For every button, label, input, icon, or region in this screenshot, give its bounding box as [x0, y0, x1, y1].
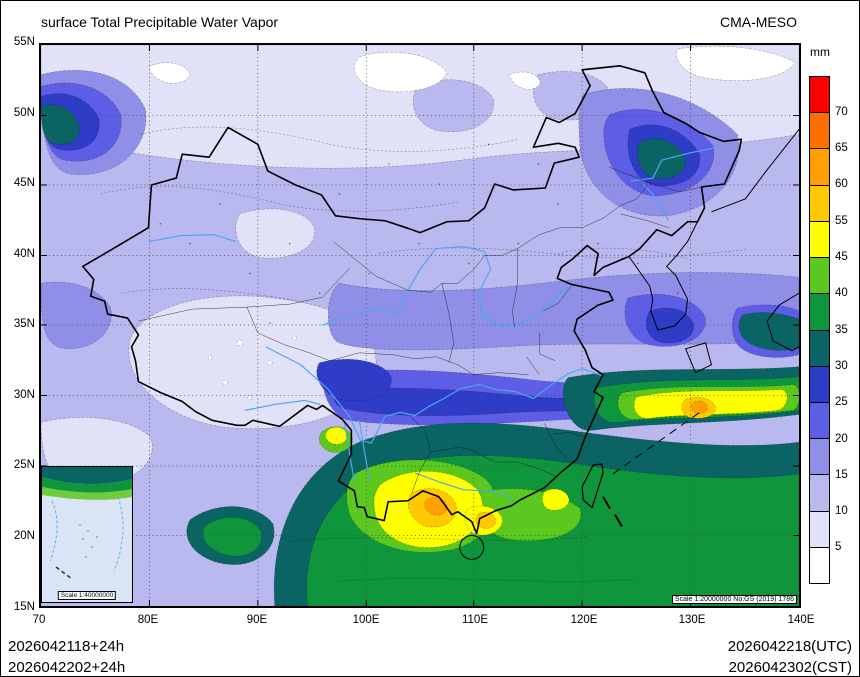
x-axis-label: 140E [787, 614, 815, 626]
colorbar-tick-label: 10 [835, 505, 848, 517]
colorbar-block [810, 438, 829, 475]
colorbar-block [810, 184, 829, 221]
colorbar-block [810, 148, 829, 185]
y-axis-label: 25N [13, 459, 35, 471]
colorbar-block [810, 365, 829, 402]
y-axis-label: 15N [13, 601, 35, 613]
colorbar-tick-label: 45 [835, 251, 848, 263]
valid-time-cst: 2026042302(CST) [728, 659, 852, 676]
x-axis-label: 120E [570, 614, 598, 626]
province-boundaries [138, 166, 702, 493]
map-scale-note: Scale 1:20000000 No:GS (2019) 1786 [671, 595, 797, 604]
y-axis-label: 35N [13, 318, 35, 330]
colorbar-unit-label: mm [810, 45, 830, 59]
x-axis-label: 80E [137, 614, 159, 626]
inset-map-canvas [42, 467, 132, 589]
colorbar-tick-label: 60 [835, 178, 848, 190]
stipple-dots [159, 143, 679, 324]
china-border [81, 65, 799, 560]
y-axis-label: 45N [13, 177, 35, 189]
south-china-sea-inset: Scale 1:40000000 [41, 466, 133, 603]
colorbar-block [810, 510, 829, 547]
valid-time-utc: 2026042218(UTC) [727, 638, 852, 655]
colorbar-tick-label: 65 [835, 142, 848, 154]
y-axis-label: 30N [13, 389, 35, 401]
colorbar-block [810, 546, 829, 584]
inset-islands [79, 524, 98, 558]
colorbar-tick-label: 15 [835, 469, 848, 481]
colorbar-block [810, 77, 829, 113]
colorbar-tick-label: 30 [835, 360, 848, 372]
colorbar-block [810, 220, 829, 258]
colorbar-block [810, 474, 829, 511]
init-time-cst: 2026042202+24h [8, 659, 126, 676]
inset-scale-label: Scale 1:40000000 [57, 591, 117, 600]
colorbar-tick-label: 25 [835, 396, 848, 408]
colorbar [809, 76, 830, 584]
colorbar-block [810, 112, 829, 149]
colorbar-block [810, 401, 829, 439]
grid-lines [41, 45, 799, 606]
y-axis-label: 20N [13, 530, 35, 542]
chart-title: surface Total Precipitable Water Vapor [41, 14, 279, 30]
init-time-utc: 2026042118+24h [8, 638, 125, 655]
colorbar-block [810, 329, 829, 366]
map-plot-area: Scale 1:40000000 Scale 1:20000000 No:GS … [39, 43, 801, 608]
model-name-label: CMA-MESO [720, 14, 797, 30]
x-axis-label: 90E [246, 614, 268, 626]
x-axis-label: 130E [678, 614, 706, 626]
colorbar-tick-label: 5 [835, 541, 842, 553]
colorbar-tick-label: 40 [835, 287, 848, 299]
colorbar-block [810, 257, 829, 294]
y-axis-label: 40N [13, 248, 35, 260]
x-axis-label: 70 [32, 614, 46, 626]
x-axis-label: 110E [461, 614, 489, 626]
colorbar-tick-label: 55 [835, 215, 848, 227]
colorbar-block [810, 293, 829, 330]
colorbar-tick-label: 70 [835, 106, 848, 118]
contour-map-canvas [41, 45, 799, 606]
dashed-boundary-lines [602, 409, 703, 528]
colorbar-tick-label: 35 [835, 324, 848, 336]
y-axis-label: 55N [13, 36, 35, 48]
colorbar-tick-label: 20 [835, 433, 848, 445]
rivers [149, 146, 718, 502]
y-axis-label: 50N [13, 107, 35, 119]
x-axis-label: 100E [352, 614, 380, 626]
